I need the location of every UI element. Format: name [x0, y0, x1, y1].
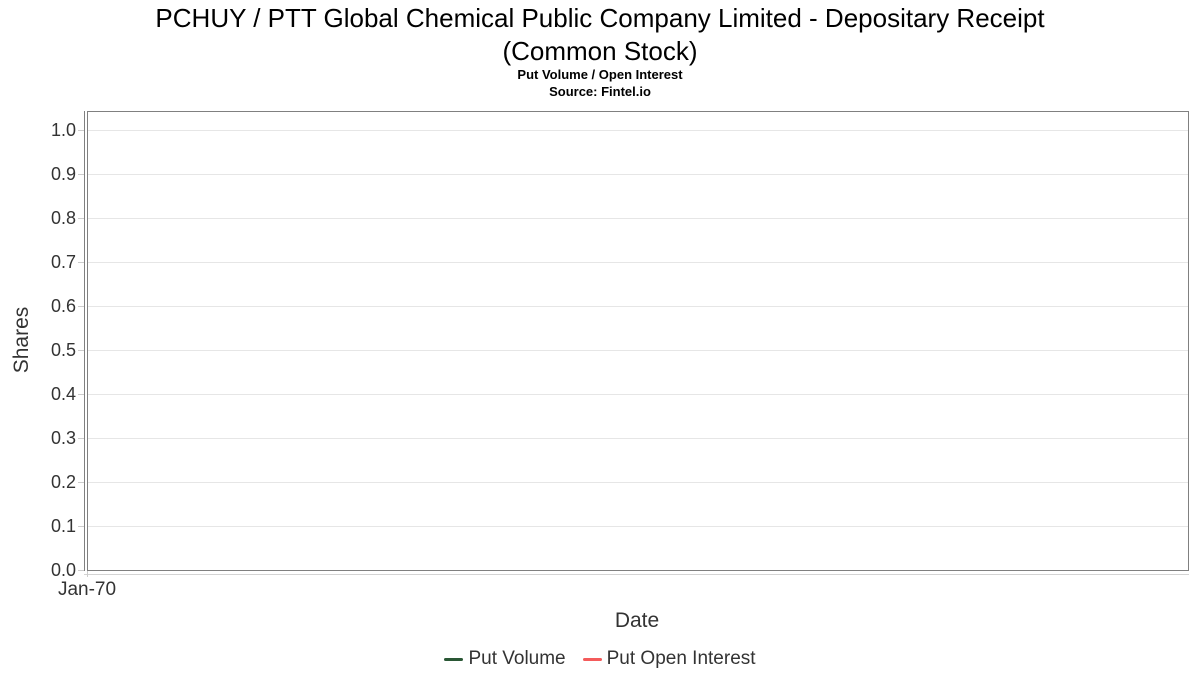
- gridline: [88, 130, 1188, 131]
- gridline: [88, 262, 1188, 263]
- legend-line-icon: [582, 657, 602, 661]
- chart-title-line2: (Common Stock): [502, 36, 698, 66]
- legend-item-put-volume[interactable]: Put Volume: [444, 648, 566, 670]
- y-tick-label: 0.1: [50, 516, 76, 536]
- y-tick-label: 0.9: [50, 164, 76, 184]
- gridline: [88, 394, 1188, 395]
- y-axis-line: [84, 111, 85, 571]
- gridline: [88, 306, 1188, 307]
- y-tick-label: 0.0: [50, 560, 76, 580]
- gridline: [88, 350, 1188, 351]
- x-tick-label: Jan-70: [57, 579, 117, 600]
- y-tick-label: 0.6: [50, 296, 76, 316]
- legend-label: Put Volume: [468, 648, 566, 669]
- legend-label: Put Open Interest: [606, 648, 756, 669]
- y-tick-mark: [78, 350, 84, 351]
- y-tick-label: 1.0: [50, 120, 76, 140]
- y-tick-mark: [78, 218, 84, 219]
- y-tick-label: 0.8: [50, 208, 76, 228]
- y-tick-label: 0.4: [50, 384, 76, 404]
- x-tick-mark: [87, 571, 88, 577]
- y-tick-mark: [78, 438, 84, 439]
- gridline: [88, 218, 1188, 219]
- y-tick-label: 0.7: [50, 252, 76, 272]
- y-tick-mark: [78, 526, 84, 527]
- gridline: [88, 482, 1188, 483]
- legend-item-put-open-interest[interactable]: Put Open Interest: [582, 648, 756, 670]
- y-tick-mark: [78, 130, 84, 131]
- chart-source-label: Source: Fintel.io: [549, 84, 651, 99]
- y-tick-mark: [78, 174, 84, 175]
- gridline: [88, 174, 1188, 175]
- gridline: [88, 438, 1188, 439]
- legend: Put Volume Put Open Interest: [0, 646, 1200, 672]
- y-tick-label: 0.5: [50, 340, 76, 360]
- y-tick-mark: [78, 394, 84, 395]
- y-tick-mark: [78, 570, 84, 571]
- y-tick-mark: [78, 306, 84, 307]
- x-axis-line: [84, 574, 1189, 575]
- chart-title-line1: PCHUY / PTT Global Chemical Public Compa…: [155, 3, 1045, 33]
- y-tick-mark: [78, 482, 84, 483]
- y-tick-label: 0.2: [50, 472, 76, 492]
- y-tick-mark: [78, 262, 84, 263]
- legend-line-icon: [444, 657, 464, 661]
- chart-subtitle: Put Volume / Open Interest: [517, 67, 683, 82]
- chart-title: PCHUY / PTT Global Chemical Public Compa…: [0, 2, 1200, 68]
- plot-area: [87, 111, 1189, 571]
- gridline: [88, 526, 1188, 527]
- x-axis-title: Date: [614, 609, 660, 632]
- y-tick-label: 0.3: [50, 428, 76, 448]
